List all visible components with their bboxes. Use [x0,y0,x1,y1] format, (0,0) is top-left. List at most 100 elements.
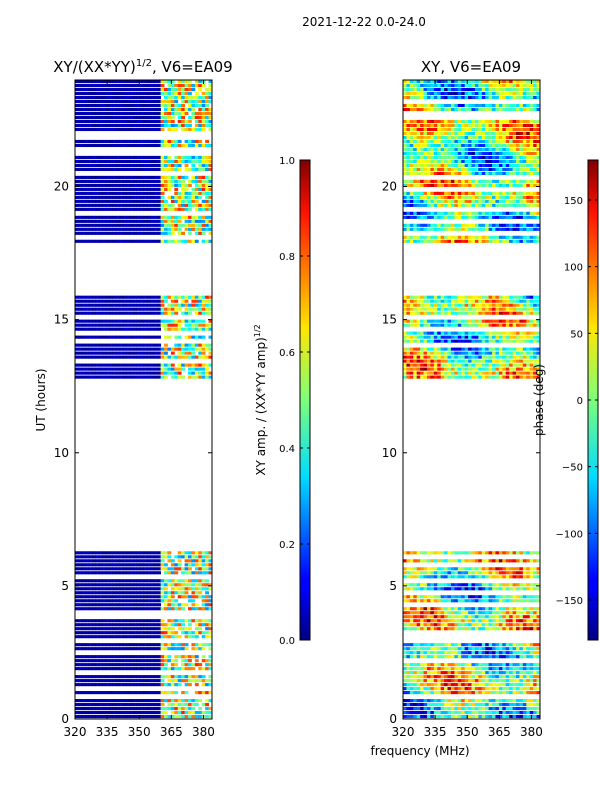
heatmap-cell [129,603,134,607]
heatmap-cell [112,347,117,351]
heatmap-cell [471,615,476,619]
heatmap-cell [140,167,144,171]
heatmap-cell [112,223,117,227]
heatmap-cell [516,339,520,343]
heatmap-cell [474,687,479,691]
heatmap-cell [146,351,151,355]
heatmap-cell [92,95,96,100]
heatmap-cell [208,635,212,639]
heatmap-cell [437,587,442,591]
heatmap-cell [201,159,206,163]
heatmap-cell [109,311,114,315]
x-tick-label: 335 [96,725,119,739]
heatmap-cell [157,655,162,659]
heatmap-cell [153,91,158,96]
heatmap-cell [464,359,469,363]
heatmap-cell [198,111,203,116]
heatmap-cell [181,343,185,347]
heatmap-cell [409,595,414,599]
heatmap-cell [85,123,90,128]
heatmap-cell [78,83,83,88]
heatmap-cell [464,667,469,671]
heatmap-cell [516,699,520,703]
heatmap-cell [75,699,79,703]
heatmap-cell [433,371,438,375]
heatmap-cell [102,631,107,635]
heatmap-cell [516,679,520,683]
heatmap-cell [143,107,148,112]
heatmap-cell [433,623,438,627]
heatmap-cell [201,619,206,623]
heatmap-cell [143,643,148,647]
heatmap-cell [150,167,155,171]
heatmap-cell [184,559,189,563]
heatmap-cell [420,339,424,343]
heatmap-cell [119,703,124,707]
heatmap-cell [188,119,192,124]
heatmap-cell [430,587,435,591]
heatmap-cell [437,363,442,367]
heatmap-cell [164,551,168,555]
heatmap-cell [191,711,196,715]
heatmap-cell [406,587,411,591]
heatmap-cell [116,627,120,631]
heatmap-cell [105,191,110,195]
heatmap-cell [157,307,162,311]
heatmap-cell [191,179,196,183]
heatmap-cell [133,199,138,203]
heatmap-cell [191,375,196,379]
heatmap-cell [95,167,100,171]
heatmap-cell [116,127,120,132]
heatmap-cell [191,307,196,311]
heatmap-cell [205,583,209,587]
heatmap-cell [526,371,531,375]
heatmap-cell [109,155,114,159]
heatmap-cell [146,127,151,132]
heatmap-cell [160,551,165,555]
heatmap-cell [170,363,175,367]
heatmap-cell [205,103,209,108]
heatmap-cell [122,303,127,307]
heatmap-cell [170,699,175,703]
heatmap-cell [485,371,490,375]
heatmap-cell [519,651,524,655]
heatmap-cell [526,671,531,675]
heatmap-cell [105,635,110,639]
heatmap-cell [157,619,162,623]
heatmap-cell [75,163,79,167]
heatmap-cell [102,627,107,631]
heatmap-cell [194,619,199,623]
heatmap-cell [92,123,96,128]
heatmap-cell [450,595,455,599]
heatmap-cell [409,335,414,339]
heatmap-cell [126,335,131,339]
heatmap-cell [181,699,185,703]
heatmap-cell [92,99,96,104]
heatmap-cell [205,595,209,599]
heatmap-cell [464,627,469,631]
heatmap-cell [184,111,189,116]
heatmap-cell [519,351,524,355]
heatmap-cell [474,567,479,571]
heatmap-cell [492,683,496,687]
heatmap-cell [194,195,199,199]
heatmap-cell [143,627,148,631]
heatmap-cell [481,567,486,571]
heatmap-cell [426,359,431,363]
heatmap-cell [413,667,418,671]
heatmap-cell [519,667,524,671]
heatmap-cell [177,159,182,163]
heatmap-cell [136,591,141,595]
heatmap-cell [122,119,127,124]
heatmap-cell [464,367,469,371]
heatmap-cell [205,591,209,595]
heatmap-cell [191,595,196,599]
heatmap-cell [105,563,110,567]
heatmap-cell [498,655,503,659]
heatmap-cell [457,355,462,359]
heatmap-cell [519,595,524,599]
heatmap-cell [136,127,141,132]
heatmap-cell [447,371,452,375]
heatmap-cell [181,155,185,159]
heatmap-cell [81,327,86,331]
